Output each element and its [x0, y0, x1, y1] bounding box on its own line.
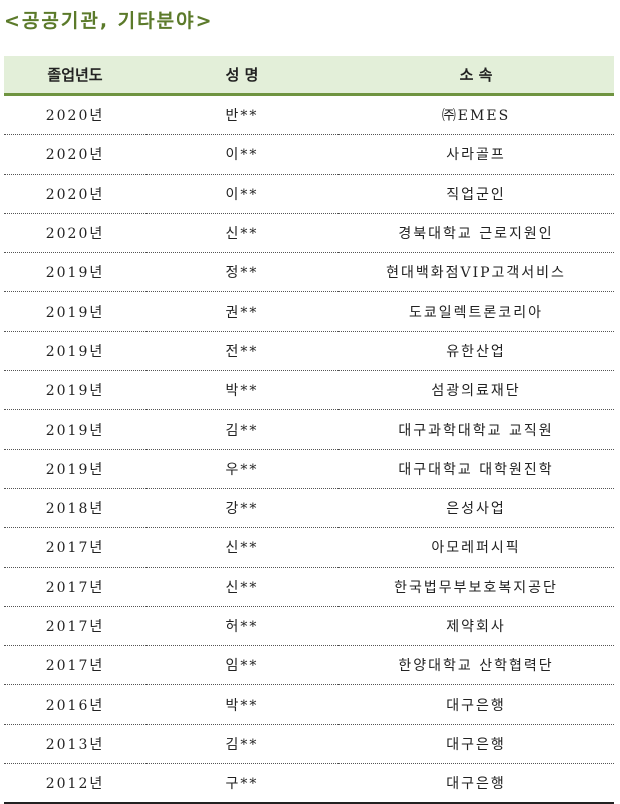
cell-name: 이** — [146, 174, 338, 214]
table-row: 2017년 신** 한국법무부보호복지공단 — [4, 567, 614, 607]
cell-affiliation: 경북대학교 근로지원인 — [338, 213, 614, 254]
table-row: 2020년 이** 사라골프 — [4, 134, 614, 175]
cell-year: 2020년 — [4, 134, 146, 175]
cell-year: 2018년 — [4, 488, 146, 529]
cell-name: 전** — [146, 331, 338, 372]
cell-name: 신** — [146, 567, 338, 607]
table-row: 2019년 박** 섬광의료재단 — [4, 370, 614, 411]
section-title: <공공기관, 기타분야> — [4, 10, 214, 32]
cell-name: 임** — [146, 645, 338, 686]
table-row: 2016년 박** 대구은행 — [4, 684, 614, 725]
cell-affiliation: 대구과학대학교 교직원 — [338, 409, 614, 450]
cell-year: 2019년 — [4, 331, 146, 372]
cell-year: 2019년 — [4, 409, 146, 450]
cell-name: 박** — [146, 684, 338, 725]
cell-affiliation: 대구은행 — [338, 684, 614, 725]
cell-name: 이** — [146, 134, 338, 175]
cell-year: 2020년 — [4, 213, 146, 254]
cell-year: 2017년 — [4, 567, 146, 607]
cell-affiliation: 제약회사 — [338, 606, 614, 647]
table-row: 2013년 김** 대구은행 — [4, 724, 614, 765]
table-row: 2018년 강** 은성사업 — [4, 488, 614, 529]
cell-year: 2020년 — [4, 94, 146, 136]
cell-name: 박** — [146, 370, 338, 411]
table-row: 2017년 신** 아모레퍼시픽 — [4, 527, 614, 568]
table-row: 2017년 허** 제약회사 — [4, 606, 614, 647]
cell-year: 2013년 — [4, 724, 146, 765]
cell-name: 신** — [146, 213, 338, 254]
cell-affiliation: 대구은행 — [338, 763, 614, 804]
header-year: 졸업년도 — [4, 56, 146, 96]
cell-year: 2012년 — [4, 763, 146, 804]
table-row: 2012년 구** 대구은행 — [4, 763, 614, 804]
cell-affiliation: 대구대학교 대학원진학 — [338, 449, 614, 489]
header-name: 성 명 — [146, 56, 338, 96]
table-row: 2019년 전** 유한산업 — [4, 331, 614, 372]
table-row: 2020년 반** ㈜EMES — [4, 94, 614, 136]
cell-year: 2019년 — [4, 449, 146, 489]
cell-name: 우** — [146, 449, 338, 489]
cell-affiliation: 직업군인 — [338, 174, 614, 214]
cell-affiliation: 은성사업 — [338, 488, 614, 529]
cell-year: 2016년 — [4, 684, 146, 725]
cell-affiliation: 사라골프 — [338, 134, 614, 175]
cell-affiliation: 현대백화점VIP고객서비스 — [338, 252, 614, 293]
table-row: 2020년 이** 직업군인 — [4, 174, 614, 214]
table-row: 2019년 우** 대구대학교 대학원진학 — [4, 449, 614, 489]
cell-name: 구** — [146, 763, 338, 804]
cell-year: 2017년 — [4, 645, 146, 686]
cell-name: 신** — [146, 527, 338, 568]
cell-name: 권** — [146, 291, 338, 332]
cell-year: 2020년 — [4, 174, 146, 214]
cell-name: 반** — [146, 94, 338, 136]
cell-name: 김** — [146, 409, 338, 450]
cell-year: 2017년 — [4, 527, 146, 568]
cell-affiliation: 도쿄일렉트론코리아 — [338, 291, 614, 332]
cell-year: 2019년 — [4, 370, 146, 411]
cell-affiliation: 한양대학교 산학협력단 — [338, 645, 614, 686]
cell-affiliation: 대구은행 — [338, 724, 614, 765]
cell-affiliation: 섬광의료재단 — [338, 370, 614, 411]
table-row: 2019년 김** 대구과학대학교 교직원 — [4, 409, 614, 450]
graduate-table: 졸업년도 성 명 소 속 2020년 반** ㈜EMES 2020년 이** 사라골프 20… — [4, 56, 614, 804]
cell-affiliation: 한국법무부보호복지공단 — [338, 567, 614, 607]
cell-affiliation: 아모레퍼시픽 — [338, 527, 614, 568]
cell-name: 정** — [146, 252, 338, 293]
cell-name: 김** — [146, 724, 338, 765]
cell-name: 강** — [146, 488, 338, 529]
table-row: 2019년 권** 도쿄일렉트론코리아 — [4, 291, 614, 332]
table-row: 2020년 신** 경북대학교 근로지원인 — [4, 213, 614, 254]
cell-year: 2019년 — [4, 252, 146, 293]
cell-year: 2017년 — [4, 606, 146, 647]
cell-year: 2019년 — [4, 291, 146, 332]
cell-name: 허** — [146, 606, 338, 647]
header-affiliation: 소 속 — [338, 56, 614, 96]
table-header: 졸업년도 성 명 소 속 — [4, 56, 614, 96]
table-row: 2019년 정** 현대백화점VIP고객서비스 — [4, 252, 614, 293]
table-row: 2017년 임** 한양대학교 산학협력단 — [4, 645, 614, 686]
cell-affiliation: 유한산업 — [338, 331, 614, 372]
cell-affiliation: ㈜EMES — [338, 94, 614, 136]
